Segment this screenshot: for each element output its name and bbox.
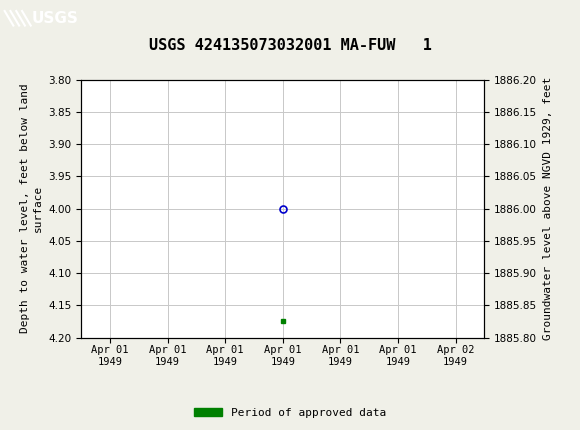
- Y-axis label: Groundwater level above NGVD 1929, feet: Groundwater level above NGVD 1929, feet: [543, 77, 553, 340]
- Text: USGS 424135073032001 MA-FUW   1: USGS 424135073032001 MA-FUW 1: [148, 38, 432, 52]
- Y-axis label: Depth to water level, feet below land
surface: Depth to water level, feet below land su…: [20, 84, 43, 333]
- Legend: Period of approved data: Period of approved data: [190, 403, 390, 422]
- Text: USGS: USGS: [32, 11, 79, 26]
